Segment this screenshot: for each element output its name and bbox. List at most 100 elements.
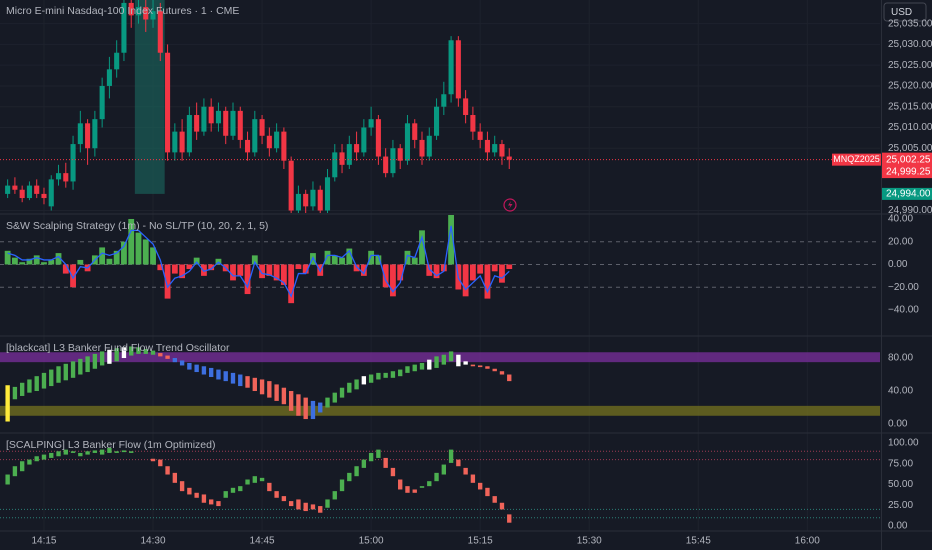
histogram-bar xyxy=(128,218,135,265)
range-bar xyxy=(259,477,265,482)
candle-body xyxy=(383,156,389,174)
currency-button[interactable]: USD xyxy=(883,2,927,22)
range-bar xyxy=(107,349,112,364)
candle-body xyxy=(259,119,265,136)
range-bar xyxy=(448,351,454,362)
range-bar xyxy=(376,372,381,380)
range-bar xyxy=(427,481,432,487)
alert-icon-bolt[interactable] xyxy=(508,201,513,209)
y-tick-label: 80.00 xyxy=(888,353,913,364)
histogram-bar xyxy=(484,264,491,299)
range-bar xyxy=(150,350,156,355)
histogram-bar xyxy=(121,241,127,265)
y-tick-label: 75.00 xyxy=(888,458,913,469)
histogram-bar xyxy=(33,255,40,265)
price-marker-tag xyxy=(882,187,932,200)
histogram-bar xyxy=(382,264,389,288)
candle-body xyxy=(5,185,11,194)
x-tick-label: 14:45 xyxy=(250,536,275,547)
histogram-bar xyxy=(324,250,331,265)
range-bar xyxy=(179,360,185,366)
range-bar xyxy=(49,452,54,458)
range-bar xyxy=(419,486,425,488)
range-bar xyxy=(485,366,490,369)
candle-body xyxy=(215,110,221,124)
range-bar xyxy=(354,379,359,390)
candle-body xyxy=(390,148,396,174)
range-bar xyxy=(12,466,18,477)
histogram-bar xyxy=(433,264,440,279)
range-bar xyxy=(405,486,410,493)
range-bar xyxy=(179,481,185,492)
range-bar xyxy=(158,353,163,357)
range-bar xyxy=(463,467,468,475)
candle-body xyxy=(92,119,98,149)
histogram-bar xyxy=(193,257,200,265)
histogram-bar xyxy=(179,264,186,279)
range-bar xyxy=(310,504,316,510)
histogram-bar xyxy=(353,264,360,272)
candle-body xyxy=(281,131,287,161)
alert-icon-circle[interactable] xyxy=(503,198,517,212)
range-bar xyxy=(412,489,417,493)
currency-button-box[interactable] xyxy=(883,2,927,22)
signal-line xyxy=(7,225,510,298)
range-bar xyxy=(507,374,512,382)
range-bar xyxy=(332,491,337,500)
range-bar xyxy=(158,459,163,467)
candle-body xyxy=(419,139,425,157)
range-bar xyxy=(470,474,476,483)
range-bar xyxy=(150,458,156,462)
candle-body xyxy=(492,144,498,153)
range-bar xyxy=(499,502,505,510)
histogram-bar xyxy=(62,264,69,274)
range-bar xyxy=(121,347,127,359)
currency-label[interactable]: USD xyxy=(891,7,912,18)
pane-3 xyxy=(0,447,880,523)
candle-body xyxy=(128,2,134,16)
histogram-bar xyxy=(266,264,273,276)
x-tick-label: 15:15 xyxy=(468,536,493,547)
candle-body xyxy=(85,123,91,149)
candle-body xyxy=(404,123,411,161)
price-marker-label: 24,994.00 xyxy=(886,189,931,200)
range-bar xyxy=(209,499,214,505)
range-bar xyxy=(448,449,454,463)
alert-icon[interactable] xyxy=(503,198,517,212)
range-bar xyxy=(332,392,337,403)
candle-body xyxy=(375,119,381,157)
range-bar xyxy=(238,486,243,492)
range-bar xyxy=(99,351,105,366)
range-bar xyxy=(85,451,90,455)
candle-body xyxy=(426,135,432,157)
range-bar xyxy=(492,496,497,503)
range-bar xyxy=(368,452,374,462)
y-tick-label: 40.00 xyxy=(888,214,913,225)
candle-body xyxy=(434,106,440,136)
range-bar xyxy=(325,397,330,408)
range-bar xyxy=(390,371,396,378)
range-bar xyxy=(19,382,25,396)
range-bar xyxy=(19,461,25,472)
histogram-bar xyxy=(280,264,287,285)
pane-0 xyxy=(5,0,512,213)
range-bar xyxy=(405,366,410,373)
y-tick-label: −40.00 xyxy=(888,305,919,316)
range-bar xyxy=(252,476,257,483)
range-bar xyxy=(114,348,119,362)
range-bar xyxy=(5,474,10,485)
range-bar xyxy=(230,487,236,493)
range-bar xyxy=(245,376,250,388)
range-bar xyxy=(383,372,388,378)
range-bar xyxy=(78,452,83,457)
histogram-bar xyxy=(19,262,26,265)
histogram-bar xyxy=(142,239,149,265)
histogram-bar xyxy=(390,264,396,297)
histogram-bar xyxy=(397,264,404,281)
range-bar xyxy=(165,355,170,359)
range-bar xyxy=(143,348,148,354)
x-tick-label: 16:00 xyxy=(795,536,820,547)
range-bar xyxy=(216,369,221,380)
candle-body xyxy=(441,94,447,107)
